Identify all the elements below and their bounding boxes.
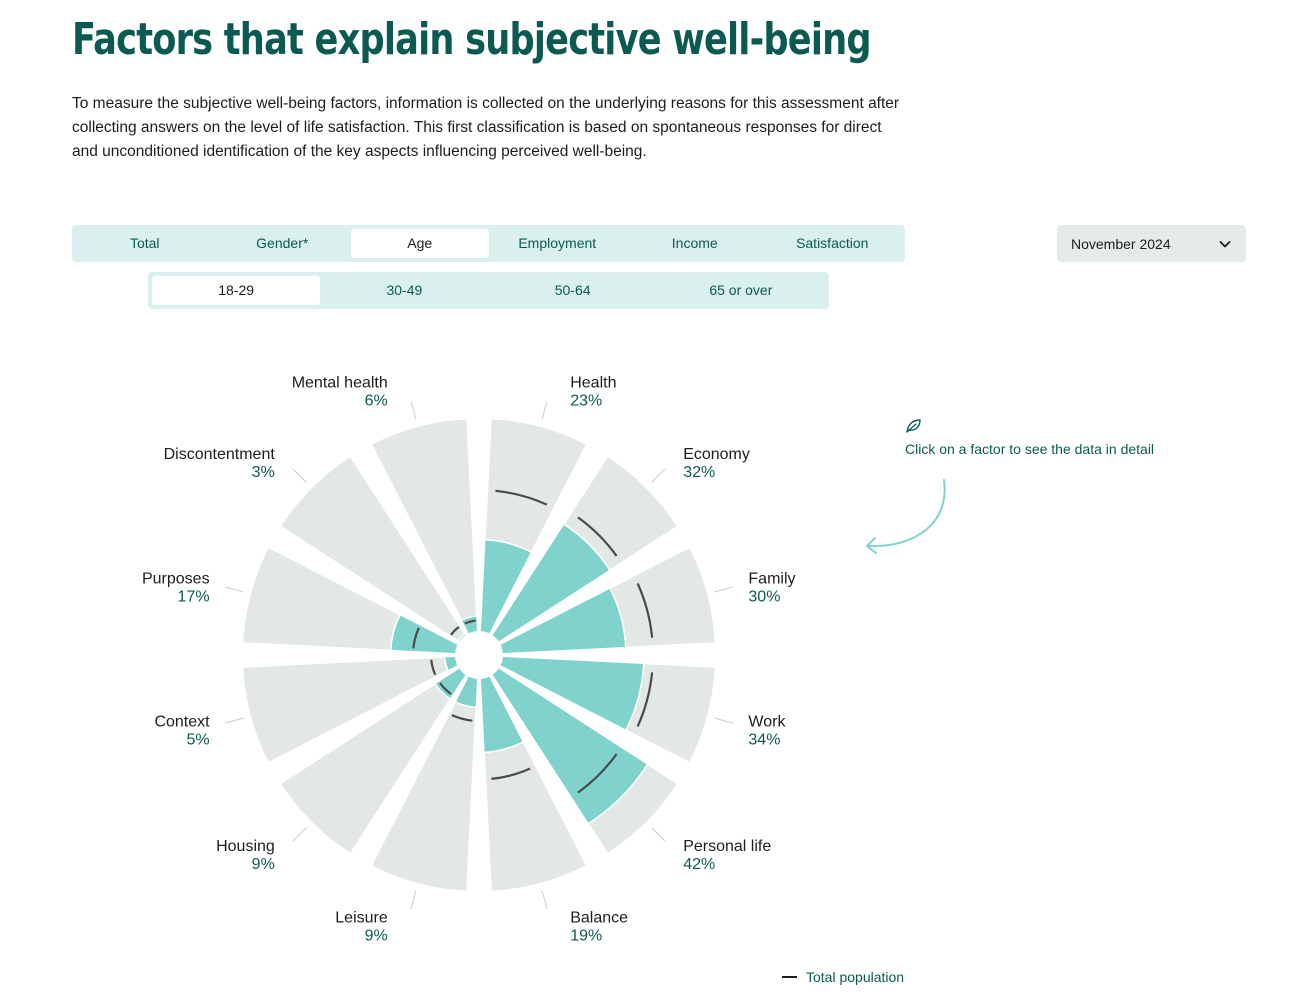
factor-label: Mental health (292, 374, 388, 391)
factor-label: Discontentment (164, 446, 276, 463)
total-arc-health (495, 489, 548, 506)
factor-label: Health (570, 374, 616, 391)
factor-label: Economy (683, 446, 750, 463)
factor-label: Work (748, 714, 786, 731)
total-arc-housing (439, 682, 452, 695)
factor-value: 23% (570, 392, 602, 409)
filter-tabs: Total Gender* Age Employment Income Sati… (72, 225, 905, 262)
leader-balance (541, 890, 548, 910)
factor-value: 9% (252, 856, 275, 873)
leader-context (224, 717, 244, 724)
tab-satisfaction[interactable]: Satisfaction (796, 235, 869, 251)
total-arc-personal-life (577, 753, 618, 794)
factor-value: 30% (748, 588, 780, 605)
factor-label: Context (154, 714, 210, 731)
total-arc-leisure (451, 714, 473, 722)
factor-value: 6% (365, 392, 388, 409)
tab-income[interactable]: Income (671, 235, 718, 251)
subtab-30-49[interactable]: 30-49 (386, 282, 423, 298)
tab-age[interactable]: Age (351, 229, 489, 258)
intro-text: To measure the subjective well-being fac… (72, 95, 900, 160)
factor-value: 17% (178, 588, 210, 605)
total-arc-purposes (412, 627, 420, 649)
leader-family (714, 586, 734, 593)
legend-line-marker (782, 976, 797, 978)
leader-purposes (224, 586, 244, 593)
factor-value: 19% (570, 928, 602, 945)
leader-mental-health (410, 400, 417, 420)
factor-value: 5% (186, 732, 209, 749)
hint-text: Click on a factor to see the data in det… (905, 441, 1155, 457)
leader-discontentment (292, 468, 307, 483)
total-arc-family (636, 583, 654, 638)
factor-label: Leisure (335, 910, 388, 927)
chevron-down-icon (1219, 240, 1231, 247)
period-dropdown-value: November 2024 (1071, 235, 1171, 252)
factor-label: Family (748, 570, 795, 587)
leader-economy (651, 468, 666, 483)
subtab-65-or-over[interactable]: 65 or over (709, 282, 773, 298)
leader-health (541, 400, 548, 420)
total-arc-mental-health (464, 619, 476, 625)
chart-legend: Total population (782, 969, 904, 985)
legend-label: Total population (806, 969, 905, 985)
leaf-icon (906, 419, 921, 433)
total-arc-discontentment (450, 626, 460, 636)
chart-center (455, 631, 503, 679)
factor-value: 42% (683, 856, 715, 873)
total-arc-work (636, 672, 654, 727)
factor-label: Purposes (142, 570, 210, 587)
factor-value: 32% (683, 464, 715, 481)
curved-arrow-icon (866, 479, 946, 554)
subtab-50-64[interactable]: 50-64 (554, 282, 591, 298)
total-arc-context (430, 659, 437, 676)
leader-personal-life (651, 827, 666, 842)
tab-total[interactable]: Total (129, 235, 160, 251)
age-subtabs: 18-29 30-49 50-64 65 or over (148, 272, 829, 309)
page-title: Factors that explain subjective well-bei… (72, 14, 872, 65)
total-arc-economy (577, 516, 618, 557)
period-dropdown[interactable]: November 2024 (1057, 225, 1246, 262)
subtab-18-29[interactable]: 18-29 (152, 276, 321, 305)
leader-housing (292, 827, 307, 842)
total-arc-balance (491, 767, 531, 780)
tab-employment[interactable]: Employment (518, 235, 597, 251)
leader-work (714, 717, 734, 724)
factor-value: 9% (365, 928, 388, 945)
factor-label: Personal life (683, 838, 771, 855)
factor-label: Balance (570, 910, 628, 927)
factor-value: 34% (748, 732, 780, 749)
leader-leisure (410, 890, 417, 910)
factor-label: Housing (216, 838, 275, 855)
tab-gender[interactable]: Gender* (256, 235, 309, 251)
factor-value: 3% (252, 464, 275, 481)
